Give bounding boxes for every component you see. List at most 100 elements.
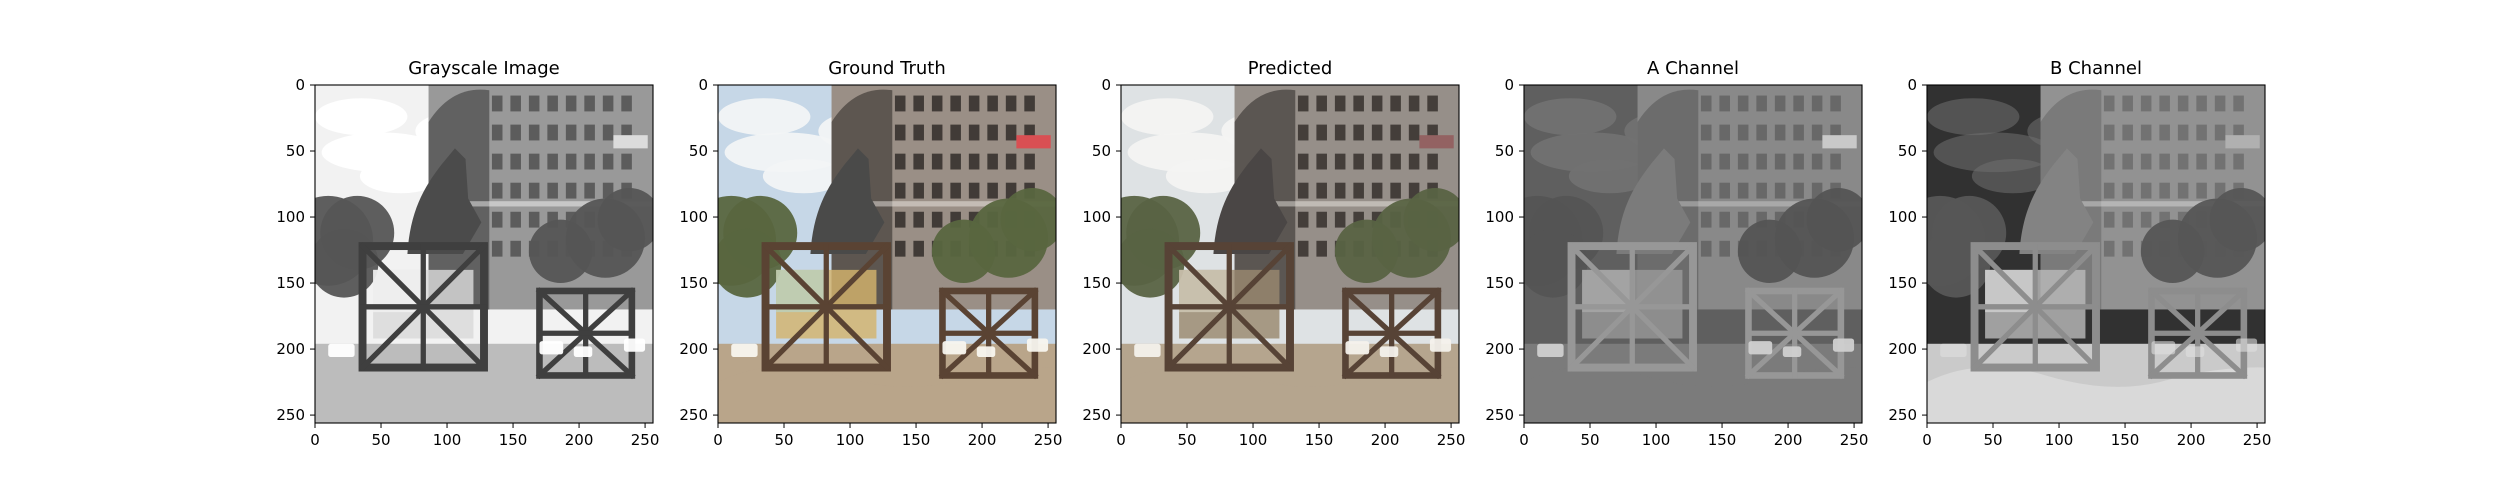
building-window (1756, 182, 1767, 199)
building-window (1334, 124, 1346, 141)
building-window (584, 124, 595, 141)
building-window (2122, 153, 2133, 170)
statue-silhouette (1213, 148, 1288, 254)
building-window (2159, 211, 2170, 228)
building-window (950, 211, 961, 228)
building-sign (2225, 135, 2260, 149)
building-window (2214, 124, 2226, 141)
axes-frame (1120, 84, 1460, 424)
tree-canopy (315, 228, 379, 298)
building-window (2159, 95, 2170, 112)
building-window (1353, 182, 1364, 199)
building-window (1737, 211, 1749, 228)
building-window (1408, 153, 1420, 170)
building-window (528, 182, 540, 199)
building-window (1719, 182, 1730, 199)
building-window (931, 182, 943, 199)
building-window (931, 124, 943, 141)
x-tick-label: 0 (1922, 431, 1932, 449)
tree-canopy (1121, 228, 1185, 298)
tree-canopy (597, 187, 653, 252)
building-window (1700, 95, 1712, 112)
building-window (1830, 153, 1841, 170)
building-window (2122, 95, 2133, 112)
building-window (2233, 153, 2244, 170)
building-sign (1016, 135, 1051, 149)
x-tick-label: 50 (1177, 431, 1196, 449)
building-window (1371, 182, 1383, 199)
building-window (894, 153, 906, 170)
building-window (2140, 153, 2152, 170)
building-window (1719, 240, 1730, 257)
y-tick-label: 250 (1485, 406, 1514, 424)
tree-canopy (718, 228, 782, 298)
y-tick-label: 200 (1888, 340, 1917, 358)
tree-canopy (1000, 187, 1056, 252)
building-window (2233, 95, 2244, 112)
building-window (2122, 211, 2133, 228)
y-tick-label: 50 (689, 142, 708, 160)
building-window (1316, 240, 1327, 257)
building-window (510, 211, 521, 228)
x-tick-label: 150 (499, 431, 528, 449)
building-window (602, 95, 614, 112)
building-window (2233, 124, 2244, 141)
axes-frame (1926, 84, 2266, 424)
building-window (1774, 153, 1786, 170)
building-window (1408, 124, 1420, 141)
building-window (1427, 95, 1438, 112)
building-window (621, 153, 632, 170)
building-window (2159, 124, 2170, 141)
building-window (1700, 211, 1712, 228)
parked-car (942, 341, 967, 355)
building-window (987, 124, 998, 141)
panel-predicted: Predicted 0 0 50 50 100 100 150 150 200 200 250 250 (1082, 58, 1465, 449)
axes-group: Grayscale Image 0 0 50 50 100 100 150 150 200 200 2… (276, 58, 659, 449)
panel-title: Ground Truth (828, 58, 946, 79)
building-window (2214, 153, 2226, 170)
building-window (510, 95, 521, 112)
cloud-shape (359, 158, 442, 194)
channel-overlay (1927, 85, 2265, 423)
x-tick-label: 100 (2045, 431, 2074, 449)
x-tick-label: 100 (1642, 431, 1671, 449)
building-window (2177, 124, 2189, 141)
y-tick-label: 250 (276, 406, 305, 424)
image-content (1121, 85, 1459, 423)
building-window (1371, 95, 1383, 112)
building-window (913, 95, 924, 112)
building-window (2177, 153, 2189, 170)
building-window (913, 124, 924, 141)
channel-overlay (1524, 85, 1862, 423)
tree-canopy (1806, 187, 1862, 252)
axes-group: Predicted 0 0 50 50 100 100 150 150 200 200 250 250 (1082, 58, 1465, 449)
cloud-shape (1165, 158, 1248, 194)
building-window (950, 182, 961, 199)
building-ledge (1234, 201, 1459, 207)
building-window (547, 153, 558, 170)
y-tick-label: 0 (698, 76, 708, 94)
building-window (584, 182, 595, 199)
building-window (931, 153, 943, 170)
parked-car (573, 346, 593, 357)
building-window (1297, 182, 1309, 199)
tarp-highlight (1985, 269, 2038, 313)
building-ledge (428, 201, 653, 207)
building-window (1830, 124, 1841, 141)
panel-title: Predicted (1248, 58, 1333, 79)
building-window (528, 211, 540, 228)
building-window (1700, 124, 1712, 141)
building-window (1756, 124, 1767, 141)
building-window (2103, 124, 2115, 141)
x-tick-label: 150 (902, 431, 931, 449)
cloud-shape (1121, 98, 1214, 136)
y-tick-label: 200 (1485, 340, 1514, 358)
panel-title: A Channel (1647, 58, 1739, 79)
x-tick-label: 50 (774, 431, 793, 449)
statue-silhouette (810, 148, 885, 254)
tarp-highlight (373, 269, 426, 313)
building-window (602, 124, 614, 141)
building-window (621, 95, 632, 112)
building-window (2122, 124, 2133, 141)
building-window (913, 211, 924, 228)
